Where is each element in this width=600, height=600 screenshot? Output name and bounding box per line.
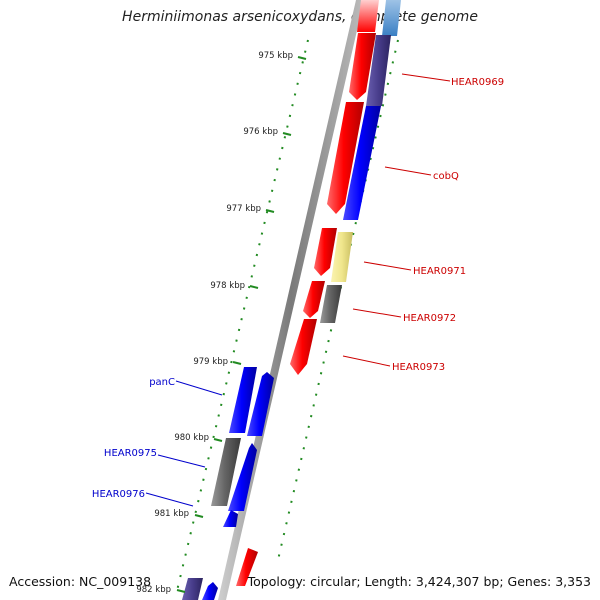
tick-label-980: 980 kbp bbox=[174, 433, 209, 443]
tick-mark-979 bbox=[232, 361, 242, 365]
gene-label-hear0971[interactable]: HEAR0971 bbox=[413, 266, 466, 277]
gene-hear0969[interactable] bbox=[349, 33, 376, 100]
gene-label-hear0969[interactable]: HEAR0969 bbox=[451, 77, 504, 88]
tick-label-975: 975 kbp bbox=[258, 51, 293, 61]
gene-label-hear0973[interactable]: HEAR0973 bbox=[392, 362, 445, 373]
tick-label-982: 982 kbp bbox=[136, 585, 171, 595]
tick-mark-978 bbox=[249, 285, 259, 289]
gene-label-hear0976[interactable]: HEAR0976 bbox=[92, 489, 145, 500]
gene-hear0973[interactable] bbox=[290, 319, 317, 375]
tick-label-976: 976 kbp bbox=[243, 127, 278, 137]
gene-label-cobq[interactable]: cobQ bbox=[433, 171, 459, 182]
tick-label-978: 978 kbp bbox=[210, 281, 245, 291]
gene-cobq[interactable] bbox=[327, 102, 364, 214]
gene-hear0971[interactable] bbox=[314, 228, 337, 276]
accession-label: Accession: NC_009138 bbox=[9, 574, 152, 589]
hear0975-connector bbox=[157, 454, 206, 468]
tick-mark-981 bbox=[194, 514, 204, 518]
gene-bottom-left-2[interactable] bbox=[202, 582, 218, 600]
gene-label-hear0975[interactable]: HEAR0975 bbox=[104, 448, 157, 459]
gene-cobq-pair[interactable] bbox=[343, 106, 381, 220]
gene-hear0971-pair[interactable] bbox=[331, 232, 353, 282]
gene-label-panc[interactable]: panC bbox=[149, 377, 175, 388]
hear0971-connector bbox=[363, 261, 412, 271]
gene-top-reverse-fade bbox=[382, 0, 401, 36]
gene-top-forward-fade bbox=[357, 0, 379, 32]
tick-label-977: 977 kbp bbox=[226, 204, 261, 214]
tick-mark-975 bbox=[297, 56, 307, 60]
tick-mark-976 bbox=[282, 132, 292, 136]
gene-bottom-forward[interactable] bbox=[236, 548, 258, 586]
gene-hear0972[interactable] bbox=[303, 281, 325, 318]
panc-connector bbox=[175, 380, 223, 396]
tick-mark-980 bbox=[213, 438, 223, 442]
gene-hear0975-pair[interactable] bbox=[228, 443, 257, 511]
tick-mark-977 bbox=[265, 209, 275, 213]
tick-label-981: 981 kbp bbox=[154, 509, 189, 519]
tick-mark-982 bbox=[176, 589, 186, 593]
hear0976-connector bbox=[145, 492, 194, 507]
gene-hear0969-pair[interactable] bbox=[366, 35, 391, 106]
hear0969-connector bbox=[401, 73, 451, 82]
topology-label: Topology: circular; Length: 3,424,307 bp… bbox=[247, 574, 591, 589]
hear0973-connector bbox=[342, 355, 391, 367]
gene-hear0972-pair[interactable] bbox=[320, 285, 342, 323]
cobq-connector bbox=[384, 166, 432, 176]
inner-dotted-arc bbox=[277, 39, 399, 561]
gene-hear0976[interactable] bbox=[223, 510, 238, 527]
gene-panc-pair[interactable] bbox=[247, 372, 274, 436]
gene-bottom-left-1[interactable] bbox=[182, 578, 203, 600]
tick-label-979: 979 kbp bbox=[193, 357, 228, 367]
gene-hear0975[interactable] bbox=[211, 438, 241, 506]
gene-label-hear0972[interactable]: HEAR0972 bbox=[403, 313, 456, 324]
gene-panc[interactable] bbox=[229, 367, 257, 433]
hear0972-connector bbox=[352, 308, 402, 318]
